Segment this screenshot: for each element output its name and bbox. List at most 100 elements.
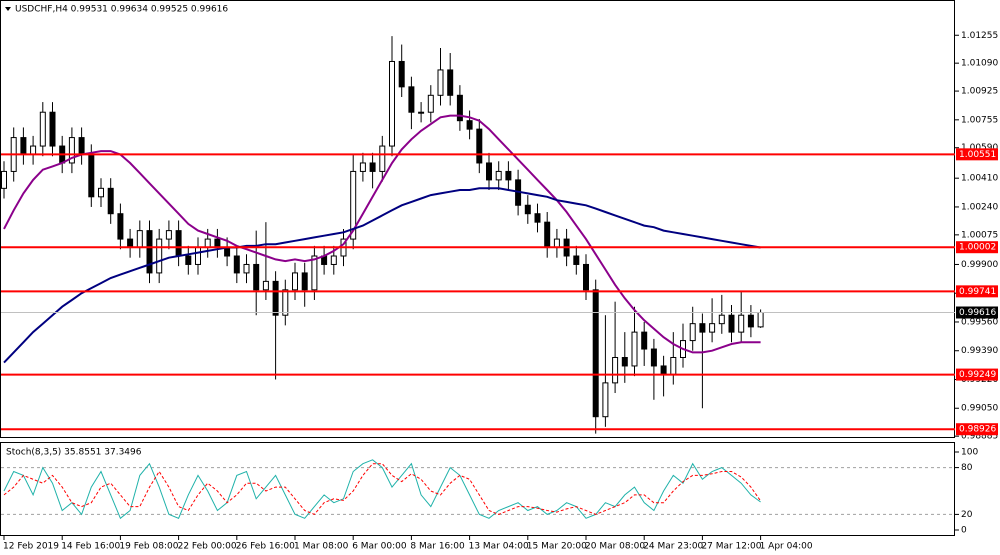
x-tick-label: 26 Feb 16:00 (236, 542, 295, 552)
candle-body (592, 289, 599, 418)
candle-body (39, 111, 46, 147)
candle-body (88, 154, 95, 198)
candle-body (350, 170, 357, 240)
x-tick-label: 12 Feb 2019 (3, 542, 59, 552)
candle-body (253, 263, 260, 291)
candle-body (418, 111, 425, 114)
candle-body (136, 230, 143, 249)
candle-body (175, 230, 182, 257)
candle-body (292, 272, 298, 291)
x-tick-label: 1 Apr 04:00 (760, 542, 813, 552)
candle-body (641, 331, 648, 350)
candle-body (456, 94, 463, 122)
candle-body (699, 323, 706, 333)
level-label-box (956, 368, 998, 381)
candle-body (117, 213, 124, 240)
candle-body (738, 314, 745, 333)
y-tick-label: 1.00075 (961, 230, 998, 240)
y-tick-label: 0.98885 (961, 432, 998, 442)
candle-body (544, 221, 551, 249)
candle-body (447, 69, 454, 96)
candle-body (747, 314, 754, 328)
level-label: 0.99249 (959, 370, 996, 380)
x-tick-label: 15 Mar 20:00 (527, 542, 587, 552)
candle-body (621, 356, 628, 367)
y-tick-label: 1.00590 (961, 143, 998, 153)
candle-body (49, 111, 56, 147)
candle-body (359, 162, 366, 172)
y-tick-label: 0.99900 (961, 260, 998, 270)
x-tick-label: 14 Feb 16:00 (61, 542, 120, 552)
main-panel (0, 0, 955, 438)
candle-body (195, 247, 201, 265)
y-tick-label: 1.00410 (961, 174, 998, 184)
moving-average (3, 187, 761, 364)
candle-body (272, 280, 279, 316)
candle-body (243, 263, 250, 274)
chart-title: USDCHF,H4 0.99531 0.99634 0.99525 0.9961… (15, 5, 228, 15)
candle-body (660, 365, 667, 375)
x-tick-label: 22 Feb 00:00 (178, 542, 237, 552)
y-tick-label: 1.00925 (961, 87, 998, 97)
x-tick-label: 13 Mar 04:00 (469, 542, 529, 552)
x-tick-label: 8 Mar 16:00 (410, 542, 465, 552)
stoch-title: Stoch(8,3,5) 35.8551 37.3496 (6, 448, 142, 458)
x-tick-label: 6 Mar 00:00 (352, 542, 407, 552)
candle-body (437, 69, 444, 96)
moving-average (3, 114, 761, 354)
candle-body (20, 137, 27, 156)
candle-body (379, 145, 386, 172)
candle-body (233, 255, 240, 274)
candle-body (486, 162, 492, 181)
level-label-box (956, 148, 998, 161)
y-tick-label: 1.01255 (961, 31, 998, 41)
stoch-line (3, 463, 762, 516)
candle-body (1, 170, 7, 189)
x-tick-label: 27 Mar 12:00 (701, 542, 761, 552)
stoch-panel (0, 442, 955, 536)
y-tick-label: 0.99050 (961, 404, 998, 414)
current-price-label: 0.99616 (959, 308, 996, 318)
x-tick-label: 1 Mar 08:00 (294, 542, 349, 552)
candle-body (476, 128, 483, 164)
candle-body (718, 314, 725, 325)
candle-body (534, 213, 541, 223)
candle-body (631, 331, 638, 367)
candle-body (757, 312, 764, 328)
candle-body (369, 162, 376, 172)
y-tick-label: 0.99390 (961, 346, 998, 356)
candle-body (505, 170, 512, 181)
y-tick-label: 20 (961, 510, 973, 520)
candle-body (728, 314, 735, 333)
candle-body (495, 170, 502, 181)
x-tick-label: 19 Feb 08:00 (119, 542, 178, 552)
candle-body (398, 60, 405, 88)
x-tick-label: 20 Mar 08:00 (585, 542, 645, 552)
level-label-box (956, 285, 998, 298)
candle-body (301, 272, 308, 291)
candle-body (330, 255, 337, 265)
y-tick-label: 100 (961, 448, 978, 458)
y-tick-label: 1.00755 (961, 115, 998, 125)
level-label: 1.00002 (959, 243, 996, 253)
candle-body (185, 255, 192, 265)
level-label: 0.98926 (959, 425, 996, 435)
level-label: 1.00551 (959, 150, 996, 160)
level-label-box (956, 423, 998, 436)
candle-body (165, 230, 172, 240)
candle-body (583, 263, 589, 291)
candle-body (670, 356, 677, 375)
candle-body (612, 356, 619, 384)
candle-body (709, 323, 716, 333)
y-tick-label: 1.01090 (961, 59, 998, 69)
candle-body (311, 255, 318, 291)
stoch-line (3, 459, 761, 520)
y-tick-label: 0 (961, 526, 967, 536)
level-label-box (956, 241, 998, 254)
current-price-box (956, 306, 998, 319)
candle-body (146, 230, 153, 274)
candle-body (282, 289, 289, 316)
candle-body (156, 238, 163, 274)
